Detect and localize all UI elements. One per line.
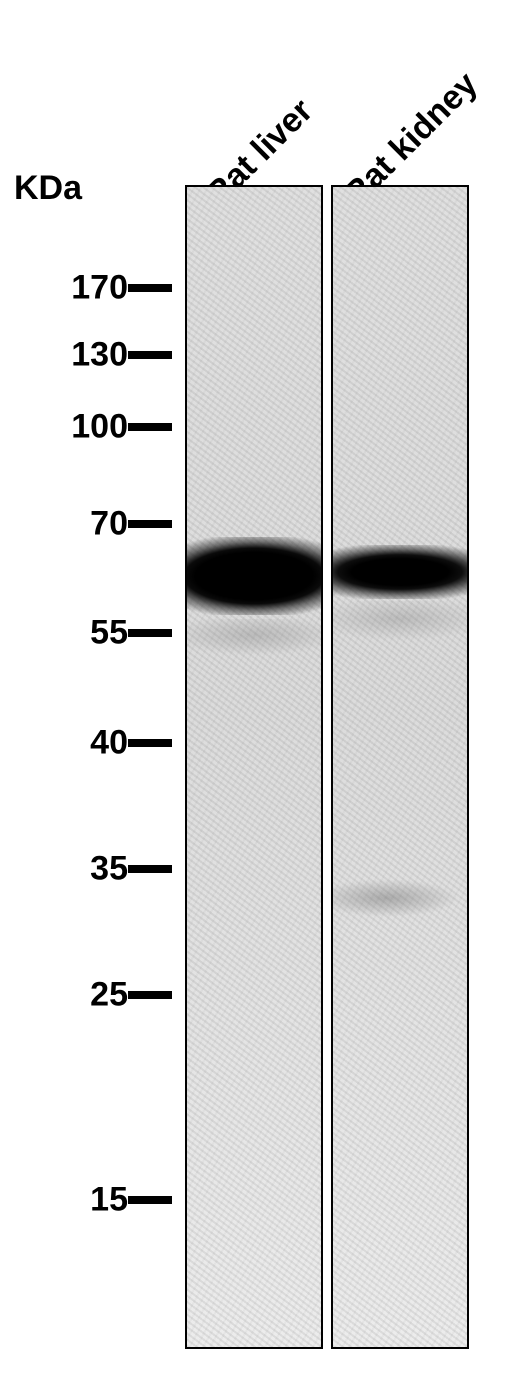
mw-marker-value: 40 (90, 724, 128, 763)
mw-marker-dash (128, 865, 172, 873)
mw-marker-value: 170 (71, 269, 128, 308)
mw-marker-dash (128, 739, 172, 747)
mw-marker-value: 25 (90, 976, 128, 1015)
mw-marker-value: 35 (90, 850, 128, 889)
mw-marker-dash (128, 284, 172, 292)
blot-band (187, 619, 321, 659)
mw-marker-dash (128, 991, 172, 999)
mw-marker-value: 15 (90, 1181, 128, 1220)
axis-unit-label: KDa (14, 169, 82, 208)
blot-band (333, 601, 467, 645)
mw-marker-value: 55 (90, 614, 128, 653)
mw-marker-value: 70 (90, 505, 128, 544)
blot-lane (185, 185, 323, 1349)
mw-marker-dash (128, 351, 172, 359)
mw-marker-value: 100 (71, 408, 128, 447)
blot-lane (331, 185, 469, 1349)
blot-band (187, 537, 321, 615)
blot-band (333, 545, 467, 599)
mw-marker-dash (128, 520, 172, 528)
mw-marker-value: 130 (71, 336, 128, 375)
mw-marker-dash (128, 423, 172, 431)
blot-band (333, 879, 467, 917)
mw-marker-dash (128, 629, 172, 637)
western-blot-figure: KDa 170130100705540352515 Rat liverRat k… (0, 0, 506, 1373)
mw-marker-dash (128, 1196, 172, 1204)
